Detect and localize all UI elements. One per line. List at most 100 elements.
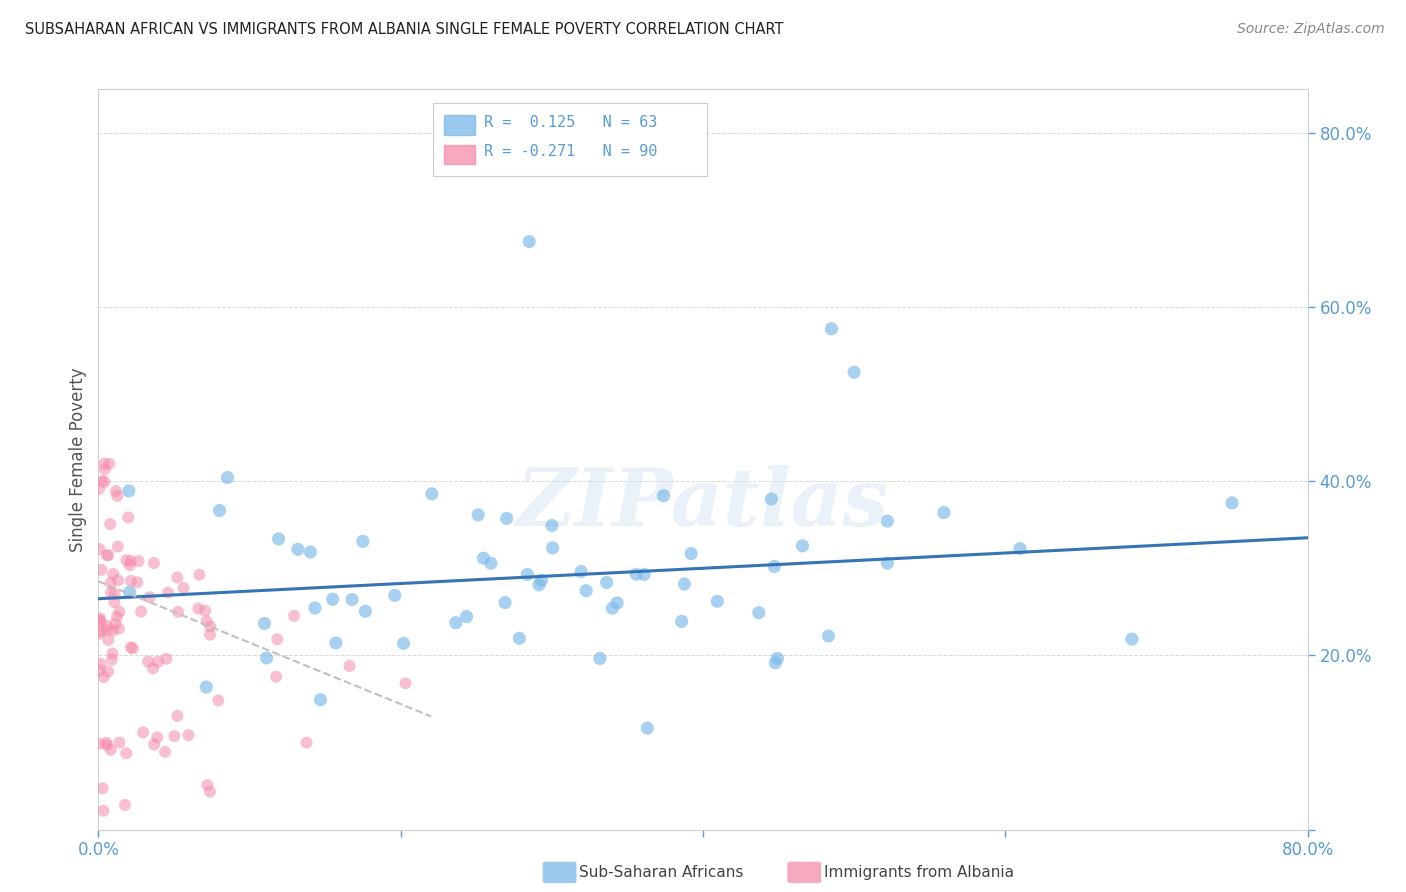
Point [456, 609, 478, 624]
Point [1008, 541, 1031, 556]
Point [194, 604, 217, 618]
Point [108, 605, 131, 619]
Point [325, 636, 347, 650]
Point [153, 745, 176, 759]
Point [817, 629, 839, 643]
Point [107, 540, 129, 554]
Point [115, 553, 138, 567]
Point [527, 578, 550, 592]
Point [633, 567, 655, 582]
Point [304, 601, 326, 615]
Point [472, 551, 495, 566]
Point [340, 592, 363, 607]
Point [103, 595, 125, 609]
Point [820, 322, 842, 336]
Point [96, 736, 118, 750]
Point [208, 503, 231, 517]
Point [166, 570, 188, 584]
Point [146, 655, 169, 669]
Point [541, 541, 564, 555]
Point [107, 574, 129, 588]
Point [120, 640, 142, 655]
Point [98, 517, 121, 532]
Point [626, 567, 648, 582]
Point [339, 659, 361, 673]
Point [198, 627, 221, 641]
Text: Immigrants from Albania: Immigrants from Albania [824, 865, 1014, 880]
Point [467, 508, 489, 522]
Point [89, 614, 111, 628]
Point [444, 615, 467, 630]
Point [127, 575, 149, 590]
Point [761, 491, 783, 506]
Point [352, 534, 374, 549]
Point [681, 547, 703, 561]
Point [105, 609, 128, 624]
Point [479, 556, 502, 570]
Point [163, 729, 186, 743]
Point [763, 559, 786, 574]
Point [589, 651, 612, 665]
Point [1121, 632, 1143, 647]
Point [132, 725, 155, 739]
Point [101, 652, 124, 666]
Point [105, 489, 128, 503]
Point [195, 680, 218, 694]
Point [394, 676, 416, 690]
Point [103, 587, 125, 601]
Point [91, 474, 114, 488]
Point [101, 624, 124, 638]
Point [97, 549, 120, 563]
Point [636, 721, 658, 735]
Point [187, 601, 209, 615]
Point [155, 652, 177, 666]
Text: Source: ZipAtlas.com: Source: ZipAtlas.com [1237, 22, 1385, 37]
Point [748, 606, 770, 620]
Point [93, 804, 115, 818]
Point [494, 596, 516, 610]
Point [90, 624, 112, 638]
Point [89, 737, 111, 751]
Point [706, 594, 728, 608]
Point [606, 596, 628, 610]
Text: R = -0.271   N = 90: R = -0.271 N = 90 [484, 145, 657, 159]
Point [87, 482, 110, 496]
Point [103, 566, 125, 581]
Point [384, 588, 406, 602]
Point [267, 532, 290, 546]
Point [299, 545, 322, 559]
Point [89, 664, 111, 678]
Point [93, 670, 115, 684]
Text: SUBSAHARAN AFRICAN VS IMMIGRANTS FROM ALBANIA SINGLE FEMALE POVERTY CORRELATION : SUBSAHARAN AFRICAN VS IMMIGRANTS FROM AL… [25, 22, 783, 37]
Y-axis label: Single Female Poverty: Single Female Poverty [69, 368, 87, 551]
Point [792, 539, 814, 553]
Point [128, 554, 150, 568]
Point [118, 483, 141, 498]
Point [139, 591, 162, 605]
Point [671, 615, 693, 629]
Point [136, 655, 159, 669]
Point [595, 575, 617, 590]
Point [166, 709, 188, 723]
Point [96, 619, 118, 633]
Point [100, 743, 122, 757]
Point [167, 605, 190, 619]
Point [90, 615, 112, 629]
Point [173, 581, 195, 595]
Point [256, 651, 278, 665]
Point [115, 747, 138, 761]
Point [253, 616, 276, 631]
Point [207, 693, 229, 707]
Point [517, 235, 540, 249]
Point [142, 661, 165, 675]
Point [264, 670, 287, 684]
Point [766, 651, 789, 665]
Point [195, 778, 218, 792]
Point [93, 457, 115, 471]
Point [495, 511, 517, 525]
Point [101, 647, 124, 661]
Point [96, 738, 118, 752]
Point [98, 457, 121, 471]
Point [129, 605, 152, 619]
Point [287, 542, 309, 557]
